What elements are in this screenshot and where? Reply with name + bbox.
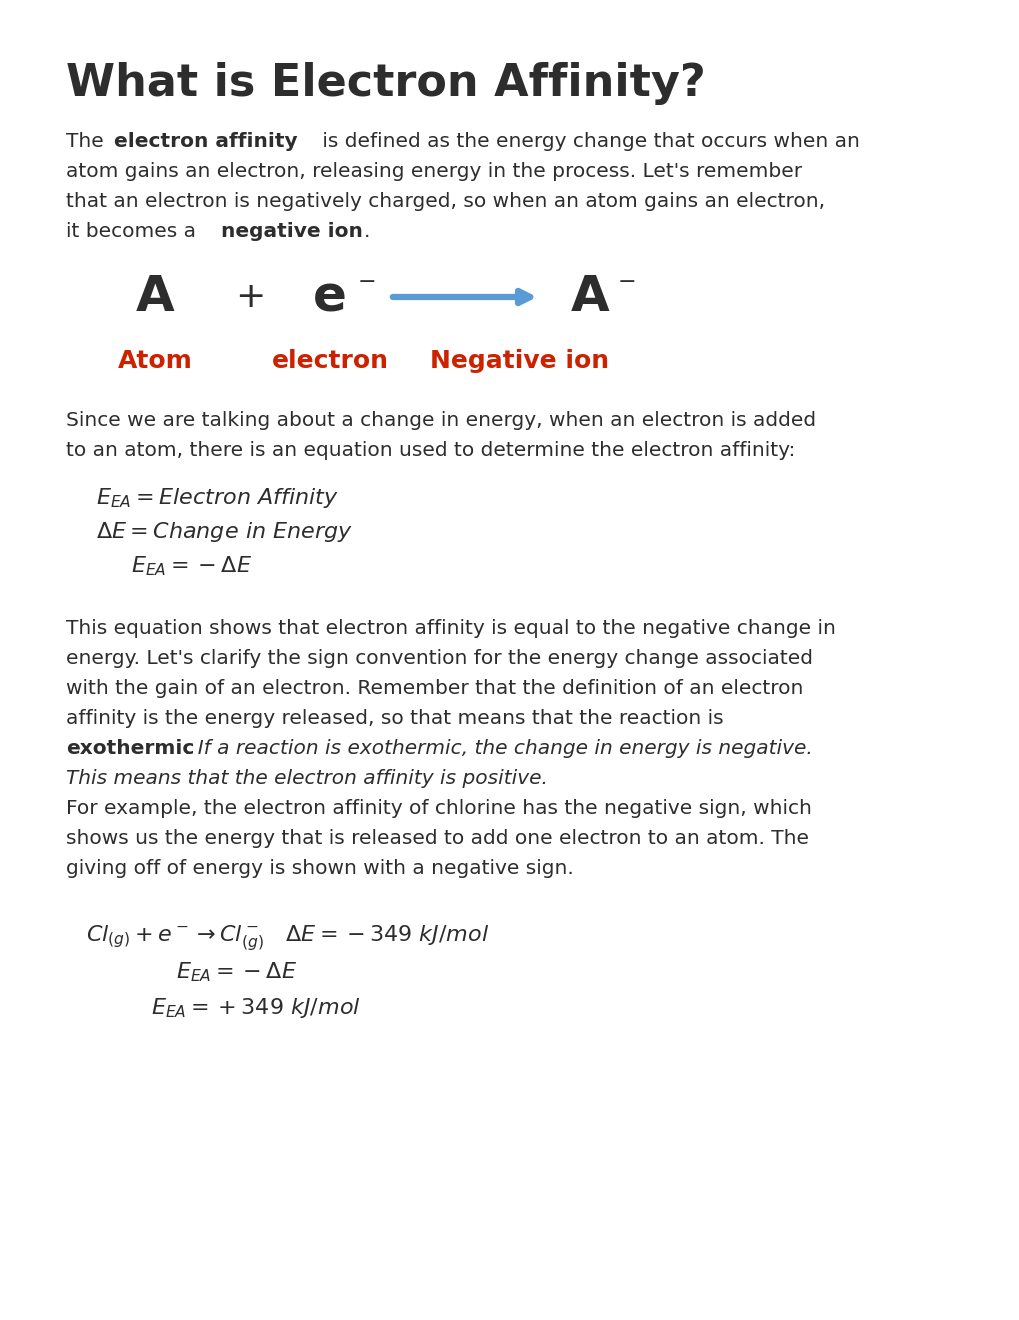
- Text: A: A: [136, 273, 174, 321]
- Text: .: .: [363, 222, 370, 242]
- Text: This means that the electron affinity is positive.: This means that the electron affinity is…: [66, 770, 547, 788]
- Text: $E_{EA} = -\Delta E$: $E_{EA} = -\Delta E$: [131, 554, 252, 578]
- Text: . If a reaction is exothermic, the change in energy is negative.: . If a reaction is exothermic, the chang…: [185, 739, 812, 758]
- Text: This equation shows that electron affinity is equal to the negative change in: This equation shows that electron affini…: [66, 619, 836, 638]
- Text: A: A: [570, 273, 608, 321]
- Text: with the gain of an electron. Remember that the definition of an electron: with the gain of an electron. Remember t…: [66, 678, 803, 698]
- Text: shows us the energy that is released to add one electron to an atom. The: shows us the energy that is released to …: [66, 829, 808, 847]
- Text: is defined as the energy change that occurs when an: is defined as the energy change that occ…: [316, 132, 859, 150]
- FancyArrowPatch shape: [392, 290, 530, 304]
- Text: The: The: [66, 132, 110, 150]
- Text: atom gains an electron, releasing energy in the process. Let's remember: atom gains an electron, releasing energy…: [66, 162, 802, 181]
- Text: energy. Let's clarify the sign convention for the energy change associated: energy. Let's clarify the sign conventio…: [66, 649, 812, 668]
- Text: e: e: [313, 273, 346, 321]
- Text: negative ion: negative ion: [221, 222, 363, 242]
- Text: −: −: [618, 272, 636, 292]
- Text: Atom: Atom: [117, 348, 193, 374]
- Text: Negative ion: Negative ion: [430, 348, 609, 374]
- Text: Since we are talking about a change in energy, when an electron is added: Since we are talking about a change in e…: [66, 411, 815, 430]
- Text: What is Electron Affinity?: What is Electron Affinity?: [66, 62, 705, 106]
- Text: $E_{EA} = +349\ kJ/mol$: $E_{EA} = +349\ kJ/mol$: [151, 997, 361, 1020]
- Text: +: +: [234, 280, 265, 314]
- Text: exothermic: exothermic: [66, 739, 195, 758]
- Text: $\Delta E = Change\ in\ Energy$: $\Delta E = Change\ in\ Energy$: [96, 520, 353, 544]
- Text: that an electron is negatively charged, so when an atom gains an electron,: that an electron is negatively charged, …: [66, 191, 824, 211]
- Text: it becomes a: it becomes a: [66, 222, 203, 242]
- Text: giving off of energy is shown with a negative sign.: giving off of energy is shown with a neg…: [66, 859, 574, 878]
- Text: $E_{EA} = -\Delta E$: $E_{EA} = -\Delta E$: [176, 960, 297, 983]
- Text: to an atom, there is an equation used to determine the electron affinity:: to an atom, there is an equation used to…: [66, 441, 795, 459]
- Text: $E_{EA} = Electron\ Affinity$: $E_{EA} = Electron\ Affinity$: [96, 486, 339, 510]
- Text: −: −: [358, 272, 376, 292]
- Text: electron: electron: [271, 348, 388, 374]
- Text: For example, the electron affinity of chlorine has the negative sign, which: For example, the electron affinity of ch…: [66, 799, 811, 818]
- Text: affinity is the energy released, so that means that the reaction is: affinity is the energy released, so that…: [66, 709, 723, 729]
- Text: electron affinity: electron affinity: [114, 132, 298, 150]
- Text: $Cl_{(g)} + e^- \rightarrow Cl^-_{(g)}\quad \Delta E = -349\ kJ/mol$: $Cl_{(g)} + e^- \rightarrow Cl^-_{(g)}\q…: [87, 924, 489, 953]
